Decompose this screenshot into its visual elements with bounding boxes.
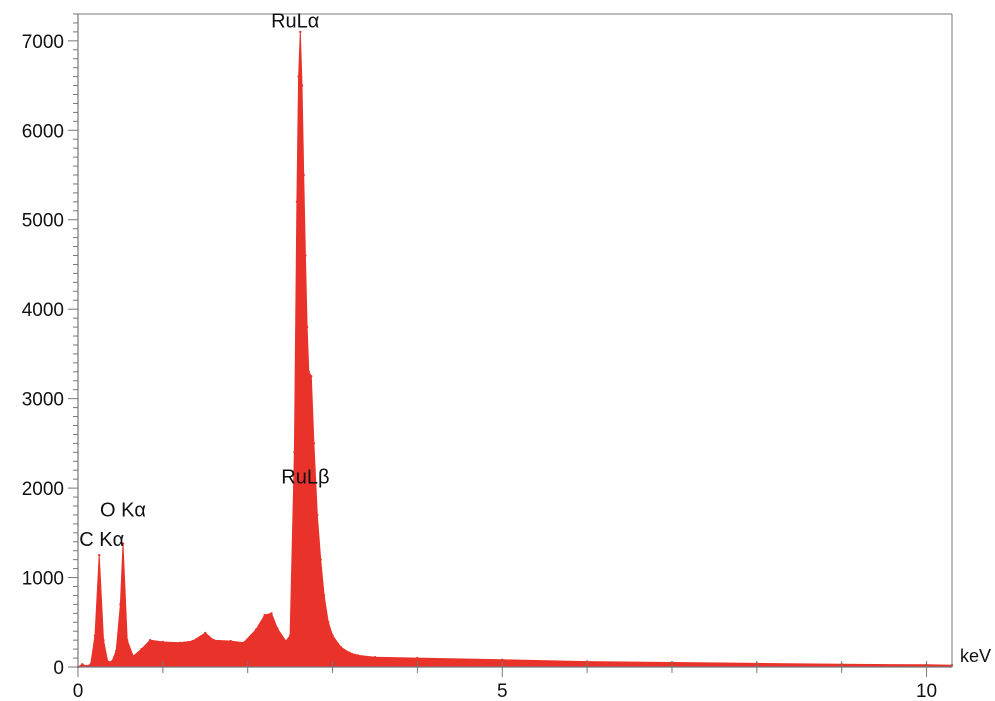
x-tick-label: 0 [73, 681, 84, 701]
peak-label: RuLβ [281, 467, 329, 489]
spectrum-point [316, 513, 319, 517]
spectrum-point [501, 658, 504, 661]
spectrum-point [178, 641, 181, 644]
spectrum-point [98, 554, 101, 557]
spectrum-point [161, 640, 165, 644]
spectrum-point [121, 542, 125, 545]
spectrum-point [300, 84, 304, 87]
spectrum-point [288, 634, 292, 637]
spectrum-point [348, 651, 351, 654]
peak-label: O Kα [100, 500, 146, 522]
spectrum-point [119, 603, 122, 606]
peak-label: RuLα [271, 10, 319, 32]
spectrum-point [102, 639, 105, 642]
spectrum-point [356, 654, 360, 657]
spectrum-point [132, 655, 135, 658]
spectrum-point [310, 375, 313, 378]
x-tick-label: 10 [916, 681, 937, 701]
spectrum-point [148, 639, 152, 642]
plot-area [76, 30, 954, 669]
spectrum-point [276, 627, 279, 630]
spectrum-point [110, 660, 114, 663]
spectrum-point [307, 370, 310, 373]
y-tick-label: 4000 [22, 300, 64, 321]
spectrum-point [312, 442, 316, 445]
spectrum-point [322, 594, 326, 597]
spectrum-area [76, 31, 953, 668]
spectrum-point [212, 639, 215, 642]
y-tick-label: 5000 [22, 211, 64, 232]
spectrum-point [93, 634, 97, 637]
y-tick-label: 1000 [22, 569, 64, 590]
x-tick-label: 5 [497, 681, 508, 701]
spectrum-point [270, 612, 273, 615]
y-tick-label: 2000 [22, 479, 64, 500]
y-tick-label: 0 [53, 658, 64, 679]
spectrum-point [263, 613, 266, 617]
y-tick-label: 3000 [22, 390, 64, 411]
spectrum-point [416, 656, 419, 660]
spectrum-point [373, 656, 377, 659]
spectrum-point [191, 639, 194, 643]
spectrum-point [339, 646, 343, 649]
spectrum-point [126, 639, 129, 642]
x-unit-label: keV [960, 646, 991, 666]
spectrum-point [115, 649, 118, 653]
spectrum-point [299, 30, 302, 34]
spectrum-point [140, 647, 143, 651]
peak-annotations: C Kα O Kα RuLα RuLβ [79, 10, 329, 551]
spectrum-point [204, 631, 207, 635]
spectrum-point [297, 75, 300, 78]
spectrum-point [81, 663, 84, 666]
spectrum-point [229, 639, 232, 643]
spectrum-point [89, 663, 92, 666]
spectrum-point [304, 254, 307, 257]
axes: 0 1000 2000 3000 4000 5000 6000 7000 0 5 10 keV [22, 13, 991, 701]
spectrum-point [305, 325, 309, 329]
spectrum-point [255, 628, 258, 631]
spectrum-point [295, 200, 299, 203]
spectrum-point [331, 634, 334, 637]
spectrum-point [106, 660, 109, 663]
y-tick-label: 7000 [22, 32, 64, 53]
spectrum-point [327, 621, 330, 624]
y-tick-label: 6000 [22, 121, 64, 142]
spectrum-point [242, 641, 245, 644]
spectrum-point [284, 639, 288, 643]
spectrum-point [293, 451, 296, 454]
spectrum-point [302, 173, 305, 177]
spectrum-point [319, 558, 322, 561]
peak-label: C Kα [79, 529, 124, 551]
